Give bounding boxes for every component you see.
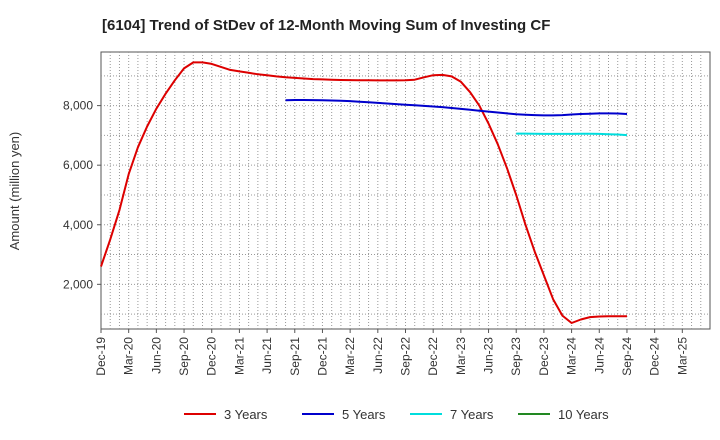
series-line xyxy=(516,132,628,137)
x-tick-label: Dec-23 xyxy=(537,337,551,376)
x-tick-label: Sep-21 xyxy=(288,337,302,376)
x-tick-label: Jun-20 xyxy=(149,337,163,374)
y-tick-label: 2,000 xyxy=(63,277,93,291)
x-tick-label: Dec-19 xyxy=(94,337,108,376)
legend-label: 10 Years xyxy=(558,407,609,422)
series-line xyxy=(100,61,627,324)
series-lines xyxy=(100,61,628,324)
y-axis-ticks: 2,000 4,000 6,000 8,000 xyxy=(63,99,101,291)
x-tick-label: Sep-22 xyxy=(399,337,413,376)
x-tick-label: Sep-20 xyxy=(177,337,191,376)
legend: 3 Years 5 Years 7 Years 10 Years xyxy=(184,407,609,422)
x-tick-label: Jun-24 xyxy=(592,337,606,374)
y-tick-label: 4,000 xyxy=(63,218,93,232)
x-tick-label: Mar-24 xyxy=(565,337,579,375)
x-tick-label: Dec-20 xyxy=(205,337,219,376)
x-tick-label: Mar-21 xyxy=(232,337,246,375)
x-tick-label: Mar-23 xyxy=(454,337,468,375)
series-line xyxy=(285,99,628,117)
x-tick-label: Jun-22 xyxy=(371,337,385,374)
grid-lines xyxy=(101,52,710,329)
x-tick-label: Jun-23 xyxy=(482,337,496,374)
y-tick-label: 6,000 xyxy=(63,158,93,172)
x-tick-label: Sep-24 xyxy=(620,337,634,376)
x-tick-label: Jun-21 xyxy=(260,337,274,374)
x-tick-label: Mar-22 xyxy=(343,337,357,375)
legend-label: 7 Years xyxy=(450,407,494,422)
y-tick-label: 8,000 xyxy=(63,99,93,113)
x-tick-label: Dec-22 xyxy=(426,337,440,376)
legend-label: 3 Years xyxy=(224,407,268,422)
y-axis-label: Amount (million yen) xyxy=(7,132,22,251)
x-tick-label: Sep-23 xyxy=(509,337,523,376)
x-tick-label: Dec-24 xyxy=(648,337,662,376)
x-tick-label: Dec-21 xyxy=(315,337,329,376)
legend-label: 5 Years xyxy=(342,407,386,422)
x-axis-ticks: Dec-19 Mar-20 Jun-20 Sep-20 Dec-20 Mar-21 Jun-… xyxy=(94,329,689,376)
chart-title: [6104] Trend of StDev of 12-Month Moving… xyxy=(102,17,550,34)
x-tick-label: Mar-25 xyxy=(675,337,689,375)
x-tick-label: Mar-20 xyxy=(122,337,136,375)
